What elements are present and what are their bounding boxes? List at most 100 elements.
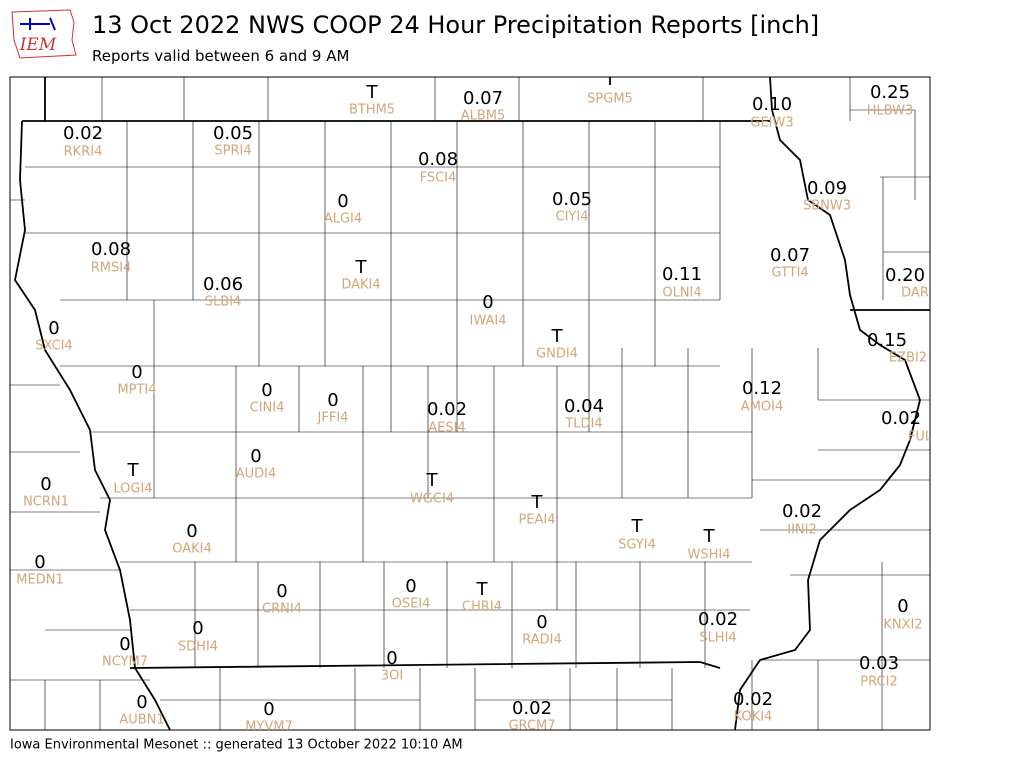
- precip-value: 0.07: [770, 245, 810, 266]
- station-id: LOGI4: [113, 482, 152, 497]
- precip-value: 0.02: [63, 123, 103, 144]
- station-id: DAR: [901, 286, 929, 301]
- precip-value: 0: [192, 618, 203, 639]
- station-id: IINI2: [787, 523, 817, 538]
- title: 13 Oct 2022 NWS COOP 24 Hour Precipitati…: [92, 11, 819, 39]
- precip-value: 0.05: [213, 123, 253, 144]
- precip-value: 0.02: [427, 399, 467, 420]
- station-id: GEIW3: [750, 116, 793, 131]
- station-id: CRNI4: [262, 602, 302, 617]
- station-id: SPGM5: [587, 92, 633, 107]
- precip-value: 0: [386, 648, 397, 669]
- station-id: ALGI4: [324, 212, 362, 227]
- precip-value: T: [127, 460, 140, 481]
- station-id: GRCM7: [508, 719, 555, 734]
- station-id: WSHI4: [688, 548, 731, 563]
- precip-value: 0.25: [870, 82, 910, 103]
- precip-value: 0.20: [885, 265, 925, 286]
- station-id: FUL: [908, 430, 933, 445]
- station-id: RADI4: [522, 633, 562, 648]
- station-id: AESI4: [428, 421, 465, 436]
- precip-value: 0.02: [881, 408, 921, 429]
- station-id: KNXI2: [883, 618, 922, 633]
- precip-value: T: [476, 579, 489, 600]
- precip-value: 0: [536, 612, 547, 633]
- station-id: FSCI4: [420, 171, 457, 186]
- precip-value: 0.06: [203, 274, 243, 295]
- station-id: SBNW3: [803, 199, 851, 214]
- station-id: SDHI4: [178, 640, 218, 655]
- station-id: SXCI4: [35, 339, 72, 354]
- precip-value: 0: [337, 191, 348, 212]
- map-frame: [9, 76, 931, 731]
- station-id: AUDI4: [236, 467, 277, 482]
- precip-value: T: [531, 492, 544, 513]
- precip-value: 0.12: [742, 378, 782, 399]
- station-id: CINI4: [250, 401, 285, 416]
- station-id: SLHI4: [699, 631, 736, 646]
- precip-value: 0: [276, 581, 287, 602]
- station-id: RKRI4: [64, 145, 103, 160]
- station-id: CHRI4: [462, 600, 502, 615]
- station-id: WGCI4: [410, 492, 454, 507]
- station-id: NCYM7: [102, 655, 148, 670]
- precip-value: 0.04: [564, 396, 604, 417]
- station-id: KOKI4: [734, 710, 773, 725]
- precip-value: T: [604, 69, 617, 90]
- precip-value: 0: [263, 699, 274, 720]
- station-id: SGYI4: [618, 538, 656, 553]
- station-id: OLNI4: [662, 286, 701, 301]
- precip-value: 0: [136, 692, 147, 713]
- precip-value: T: [355, 257, 368, 278]
- precip-value: 0: [261, 380, 272, 401]
- station-id: ALBM5: [461, 109, 506, 124]
- station-id: PRCI2: [860, 675, 897, 690]
- precip-value: 0: [327, 390, 338, 411]
- precip-value: 0.10: [752, 94, 792, 115]
- station-id: PEAI4: [518, 513, 555, 528]
- logo: IEM: [11, 9, 77, 59]
- precip-value: 0: [250, 446, 261, 467]
- precip-value: 0: [48, 318, 59, 339]
- subtitle: Reports valid between 6 and 9 AM: [92, 47, 349, 65]
- station-id: GNDI4: [536, 347, 578, 362]
- precip-value: 0.02: [512, 698, 552, 719]
- station-id: SPRI4: [214, 144, 251, 159]
- station-id: SLBI4: [205, 295, 242, 310]
- precip-value: 0: [131, 362, 142, 383]
- precip-value: 0: [119, 634, 130, 655]
- station-id: BTHM5: [349, 103, 395, 118]
- precip-value: 0.02: [698, 609, 738, 630]
- precip-value: 0: [405, 576, 416, 597]
- station-id: AUBN1: [119, 713, 164, 728]
- logo-text: IEM: [19, 35, 57, 55]
- precip-value: 0.02: [733, 689, 773, 710]
- station-id: 3OI: [381, 669, 403, 684]
- precip-value: T: [366, 82, 379, 103]
- station-id: NCRN1: [23, 495, 69, 510]
- precip-value: 0: [482, 292, 493, 313]
- station-id: RMSI4: [91, 261, 132, 276]
- station-id: IWAI4: [470, 314, 507, 329]
- precip-value: 0: [34, 552, 45, 573]
- precip-value: 0.15: [867, 330, 907, 351]
- station-id: MYVM7: [245, 720, 293, 735]
- station-id: AMOI4: [741, 400, 783, 415]
- precip-value: 0.05: [552, 189, 592, 210]
- precip-value: 0: [186, 521, 197, 542]
- precip-value: 0.09: [807, 178, 847, 199]
- precip-value: 0: [897, 596, 908, 617]
- station-id: MPTI4: [117, 383, 156, 398]
- precip-value: 0.07: [463, 88, 503, 109]
- station-id: JFFI4: [317, 411, 349, 426]
- footer: Iowa Environmental Mesonet :: generated …: [10, 738, 463, 753]
- precip-value: 0: [40, 474, 51, 495]
- map-lines: [10, 77, 930, 730]
- precip-value: 0.11: [662, 264, 702, 285]
- station-id: OAKI4: [172, 542, 212, 557]
- precip-value: 0.02: [782, 501, 822, 522]
- precip-value: T: [551, 326, 564, 347]
